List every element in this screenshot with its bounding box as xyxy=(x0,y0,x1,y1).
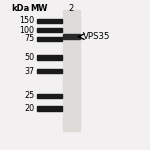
Text: 2: 2 xyxy=(68,4,73,13)
Text: kDa: kDa xyxy=(11,4,29,13)
Text: 20: 20 xyxy=(24,104,34,113)
Text: 37: 37 xyxy=(24,67,34,76)
Bar xyxy=(37,19,62,23)
Text: VPS35: VPS35 xyxy=(83,32,111,41)
Bar xyxy=(63,34,80,39)
Text: MW: MW xyxy=(30,4,47,13)
Text: 150: 150 xyxy=(19,16,34,25)
Text: 100: 100 xyxy=(19,26,34,35)
Text: 75: 75 xyxy=(24,34,34,43)
Bar xyxy=(37,28,62,33)
Bar xyxy=(37,36,62,41)
Bar xyxy=(37,106,62,111)
Text: 50: 50 xyxy=(24,53,34,62)
Bar xyxy=(63,10,80,131)
Text: 25: 25 xyxy=(24,91,34,100)
Bar xyxy=(37,55,62,60)
Bar xyxy=(37,94,62,98)
Bar xyxy=(37,69,62,73)
